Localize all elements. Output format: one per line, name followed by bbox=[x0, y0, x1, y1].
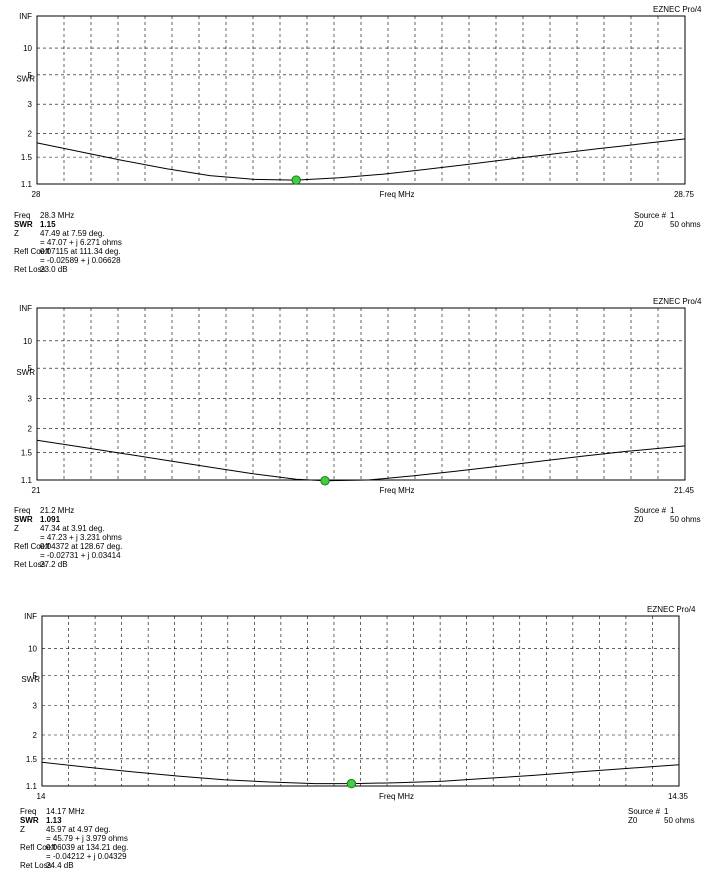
y-tick-label: 3 bbox=[28, 394, 33, 403]
y-tick-label: 3 bbox=[33, 701, 38, 710]
x-tick-label: 28 bbox=[32, 190, 41, 199]
y-tick-label: 5 bbox=[33, 672, 38, 681]
z0-value: 50 ohms bbox=[664, 816, 695, 825]
y-tick-label: 5 bbox=[28, 364, 33, 373]
readout-label: Freq bbox=[14, 211, 31, 220]
y-tick-label: 5 bbox=[28, 71, 33, 80]
readout-label: Z bbox=[14, 524, 19, 533]
readout-label: Ret Loss bbox=[14, 265, 46, 274]
readout-value: 0.06039 at 134.21 deg. bbox=[46, 843, 129, 852]
readout-label: Refl Coeff bbox=[14, 542, 50, 551]
y-tick-label: 2 bbox=[33, 731, 38, 740]
z0-label: Z0 bbox=[634, 515, 644, 524]
y-tick-label: 1.1 bbox=[26, 782, 38, 791]
y-tick-label: 10 bbox=[28, 644, 37, 653]
y-tick-label: INF bbox=[19, 304, 32, 313]
frequency-marker bbox=[320, 476, 330, 486]
y-tick-label: 10 bbox=[23, 337, 32, 346]
x-axis-label: Freq MHz bbox=[379, 486, 414, 495]
readout-value: 45.97 at 4.97 deg. bbox=[46, 825, 111, 834]
readout-label: Z bbox=[14, 229, 19, 238]
source-value: 1 bbox=[670, 211, 675, 220]
source-label: Source # bbox=[628, 807, 661, 816]
readout-value: 0.07115 at 111.34 deg. bbox=[40, 247, 121, 256]
readout-label: Refl Coeff bbox=[14, 247, 50, 256]
source-label: Source # bbox=[634, 506, 667, 515]
x-tick-label: 14 bbox=[37, 792, 46, 801]
y-tick-label: 1.1 bbox=[21, 180, 33, 189]
y-axis-label: SWR bbox=[16, 74, 35, 83]
swr-chart-1: INF 10 5 3 2 1.5 1.1 SWR 28 28.75 Freq MHz bbox=[16, 12, 695, 199]
readout-label: SWR bbox=[20, 816, 39, 825]
readout-label: Ret Loss bbox=[14, 560, 46, 569]
x-tick-label: 21.45 bbox=[674, 486, 695, 495]
readout-label: Ret Loss bbox=[20, 861, 52, 870]
y-tick-label: 3 bbox=[28, 100, 33, 109]
brand-label: EZNEC Pro/4 bbox=[653, 297, 702, 306]
readout-value: 1.15 bbox=[40, 220, 56, 229]
readout-value: 23.0 dB bbox=[40, 265, 68, 274]
y-tick-label: 1.5 bbox=[26, 755, 38, 764]
z0-label: Z0 bbox=[628, 816, 638, 825]
readout-label: Refl Coeff bbox=[20, 843, 56, 852]
readout-value: = -0.02589 + j 0.06628 bbox=[40, 256, 121, 265]
readout-value: = 47.23 + j 3.231 ohms bbox=[40, 533, 122, 542]
y-tick-label: 1.5 bbox=[21, 448, 33, 457]
readout-label: SWR bbox=[14, 220, 33, 229]
y-tick-label: INF bbox=[19, 12, 32, 21]
swr-curve bbox=[36, 439, 686, 482]
swr-chart-3: INF 10 5 3 2 1.5 1.1 SWR 14 14.35 Freq MHz bbox=[21, 612, 689, 801]
swr-panel-2: EZNEC Pro/4 INF 10 5 3 2 1.5 1.1 SWR 21 21.45 Freq… bbox=[0, 292, 717, 582]
readout-value: 21.2 MHz bbox=[40, 506, 75, 515]
readout-label: Z bbox=[20, 825, 25, 834]
source-value: 1 bbox=[664, 807, 669, 816]
x-tick-label: 14.35 bbox=[668, 792, 689, 801]
x-tick-label: 28.75 bbox=[674, 190, 695, 199]
readout-value: = -0.02731 + j 0.03414 bbox=[40, 551, 121, 560]
readout-label: SWR bbox=[14, 515, 33, 524]
x-tick-label: 21 bbox=[32, 486, 41, 495]
z0-label: Z0 bbox=[634, 220, 644, 229]
readout-value: 14.17 MHz bbox=[46, 807, 85, 816]
z0-value: 50 ohms bbox=[670, 515, 701, 524]
readout-value: = 45.79 + j 3.979 ohms bbox=[46, 834, 128, 843]
swr-curve bbox=[36, 138, 686, 181]
frequency-marker bbox=[291, 175, 301, 185]
y-tick-label: INF bbox=[24, 612, 37, 621]
y-tick-label: 2 bbox=[28, 424, 33, 433]
readout-value: 0.04372 at 128.67 deg. bbox=[40, 542, 123, 551]
brand-label: EZNEC Pro/4 bbox=[653, 5, 702, 14]
readout-label: Freq bbox=[14, 506, 31, 515]
z0-value: 50 ohms bbox=[670, 220, 701, 229]
swr-panel-3: EZNEC Pro/4 INF 10 5 3 2 1.5 1.1 SWR 14 14.35 Freq… bbox=[0, 600, 717, 880]
readout-value: 27.2 dB bbox=[40, 560, 68, 569]
readout-value: = -0.04212 + j 0.04329 bbox=[46, 852, 127, 861]
source-label: Source # bbox=[634, 211, 667, 220]
y-axis-label: SWR bbox=[21, 675, 40, 684]
brand-label: EZNEC Pro/4 bbox=[647, 605, 696, 614]
y-tick-label: 1.1 bbox=[21, 476, 33, 485]
readout-value: = 47.07 + j 6.271 ohms bbox=[40, 238, 122, 247]
readout-value: 24.4 dB bbox=[46, 861, 74, 870]
frequency-marker bbox=[346, 778, 357, 789]
readout-value: 47.49 at 7.59 deg. bbox=[40, 229, 105, 238]
source-value: 1 bbox=[670, 506, 675, 515]
readout-value: 1.13 bbox=[46, 816, 62, 825]
x-axis-label: Freq MHz bbox=[379, 190, 414, 199]
y-tick-label: 2 bbox=[28, 130, 33, 139]
y-axis-label: SWR bbox=[16, 368, 35, 377]
y-tick-label: 10 bbox=[23, 44, 32, 53]
swr-panel-1: EZNEC Pro/4 INF 10 5 3 2 1.5 1.1 SWR 28 28.75 Freq… bbox=[0, 0, 717, 280]
y-tick-label: 1.5 bbox=[21, 153, 33, 162]
swr-chart-2: INF 10 5 3 2 1.5 1.1 SWR 21 21.45 Freq MHz bbox=[16, 304, 695, 495]
readout-value: 28.3 MHz bbox=[40, 211, 75, 220]
readout-value: 47.34 at 3.91 deg. bbox=[40, 524, 105, 533]
x-axis-label: Freq MHz bbox=[379, 792, 414, 801]
readout-label: Freq bbox=[20, 807, 37, 816]
readout-value: 1.091 bbox=[40, 515, 61, 524]
